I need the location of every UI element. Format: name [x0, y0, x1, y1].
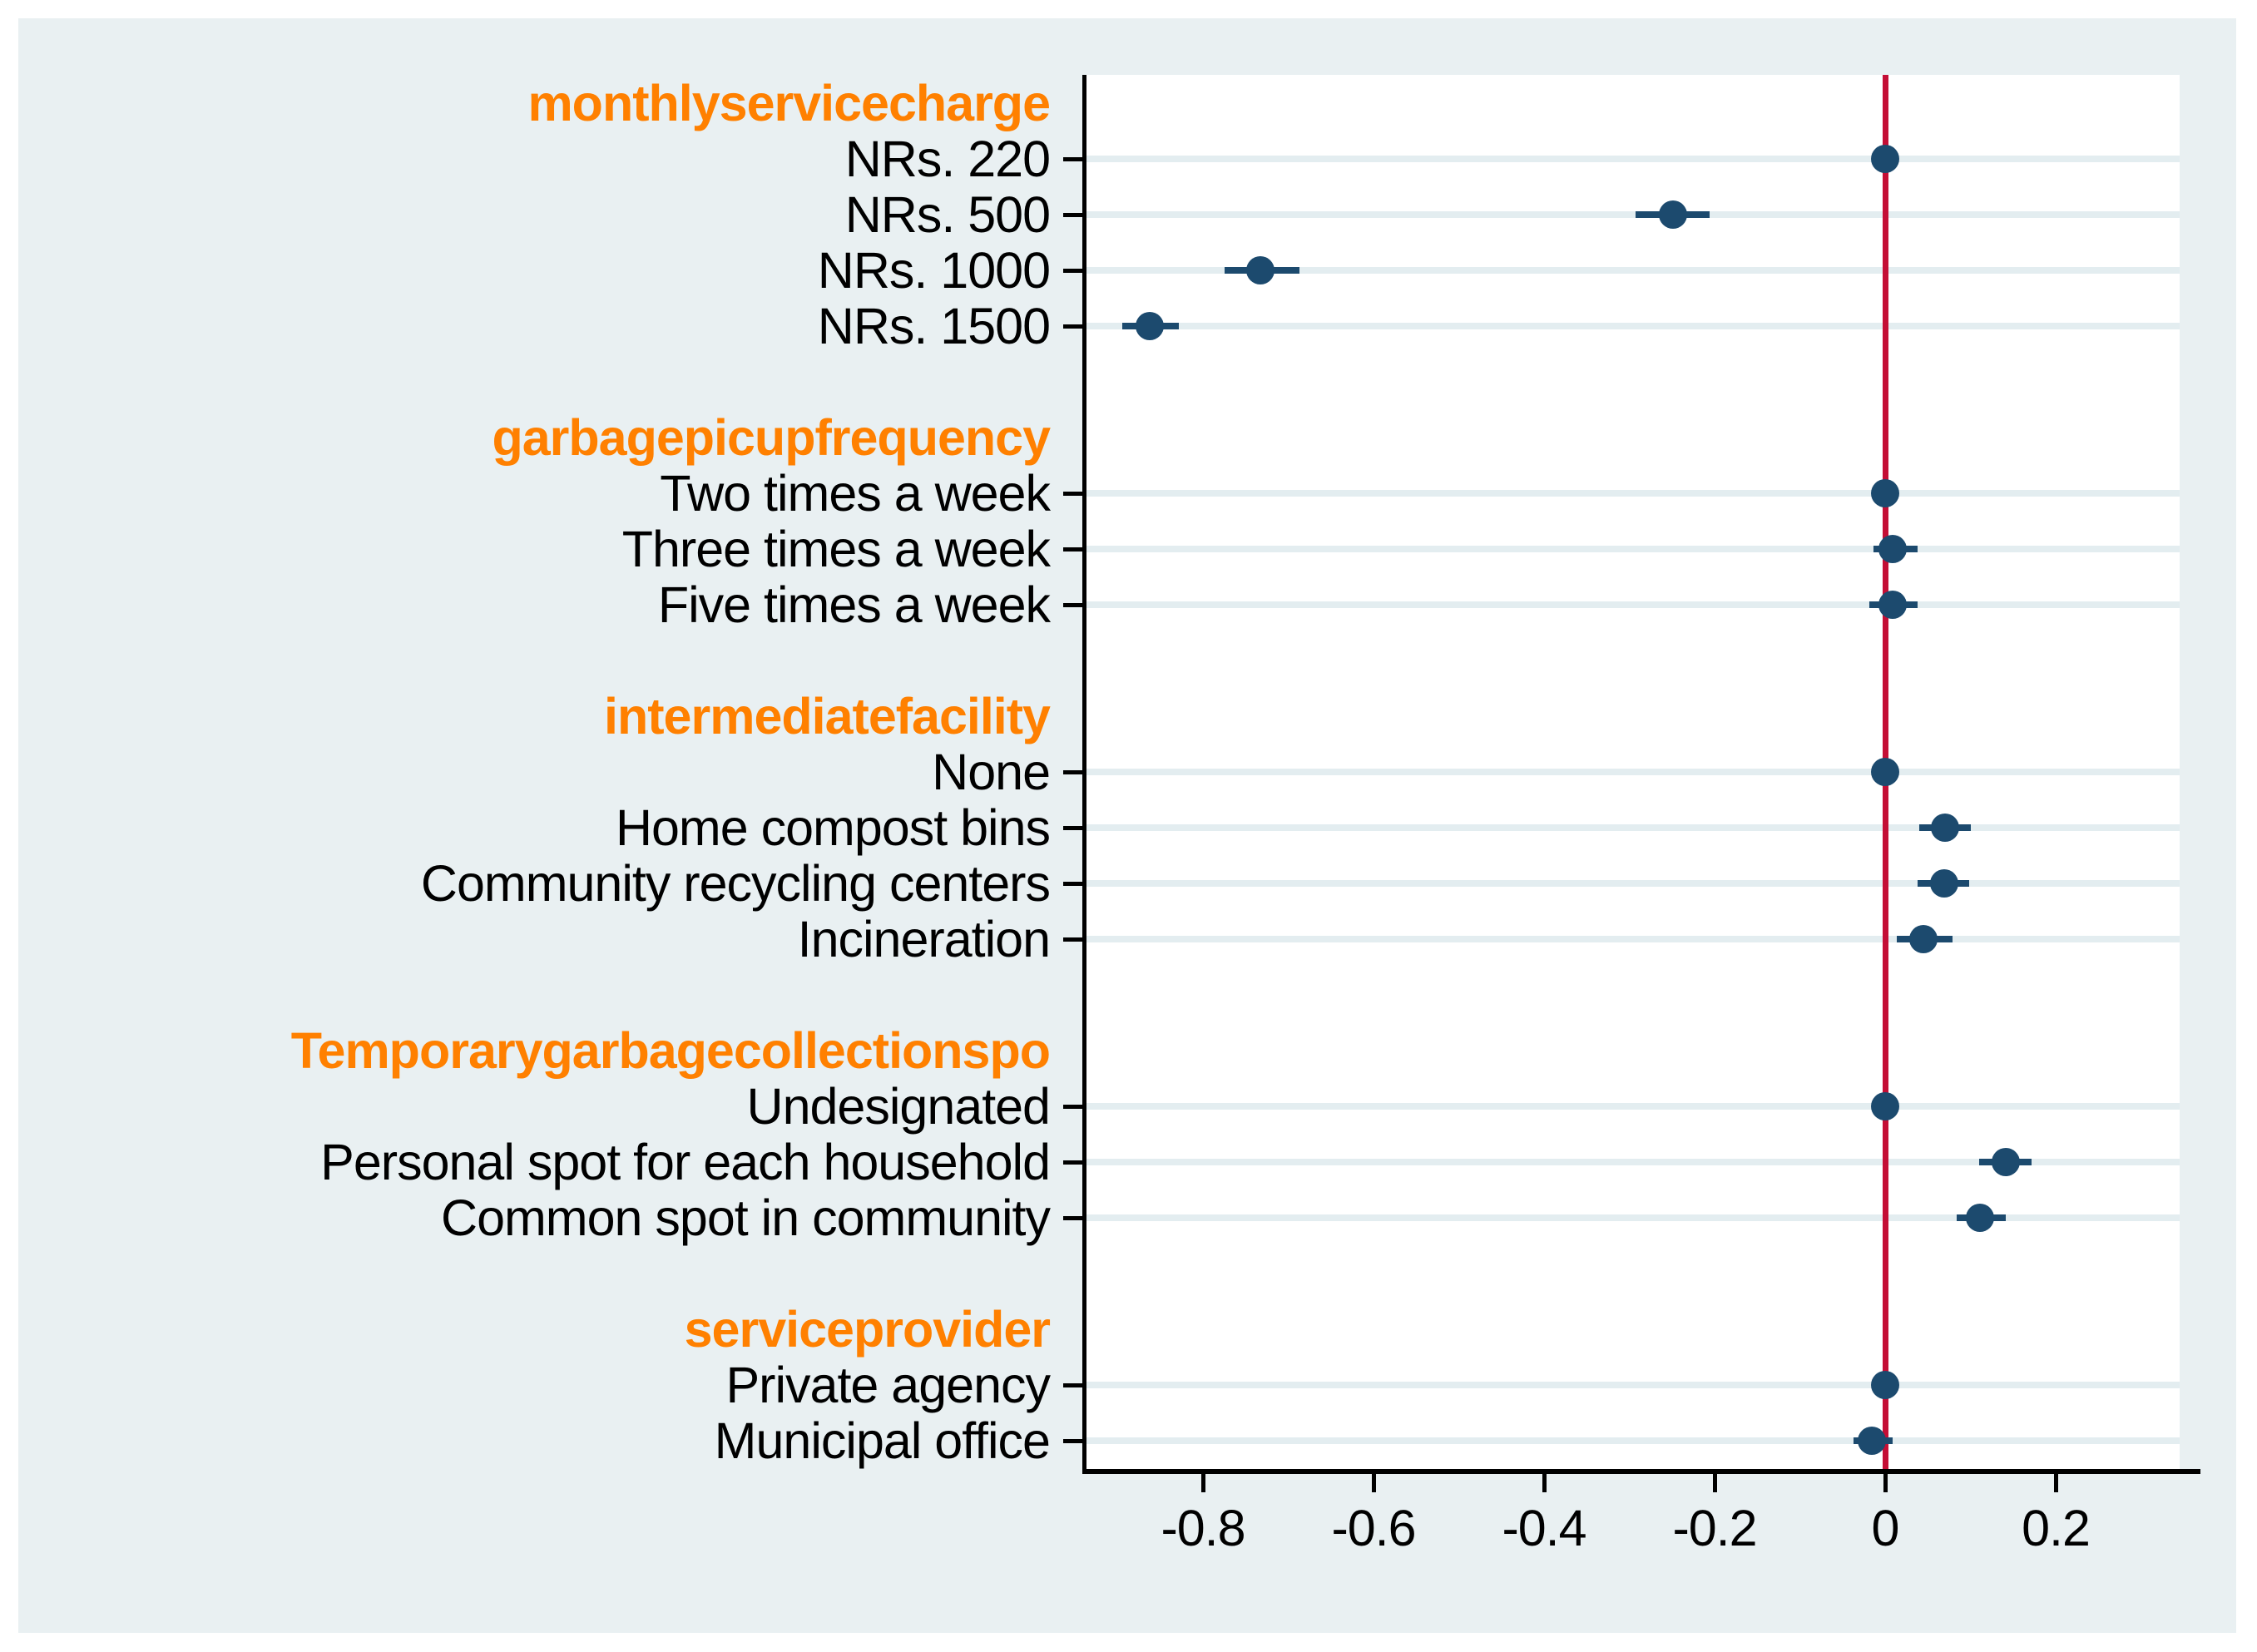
gridline	[1086, 824, 2180, 831]
point-estimate-personal-spot-for-each-household	[1991, 1148, 2020, 1176]
y-label-two-times-a-week: Two times a week	[660, 465, 1051, 522]
y-label-community-recycling-centers: Community recycling centers	[420, 855, 1051, 912]
y-label-five-times-a-week: Five times a week	[657, 576, 1051, 633]
y-label-nrs-500: NRs. 500	[844, 186, 1051, 243]
x-tick-label--0p2: -0.2	[1672, 1500, 1757, 1556]
y-label-common-spot-in-community: Common spot in community	[441, 1190, 1051, 1246]
y-axis-tick	[1063, 937, 1086, 942]
point-estimate-two-times-a-week	[1871, 479, 1899, 507]
gridline	[1086, 1382, 2180, 1388]
gridline	[1086, 601, 2180, 608]
y-label-nrs-1000: NRs. 1000	[817, 242, 1051, 299]
y-label-undesignated: Undesignated	[746, 1078, 1051, 1135]
gridline	[1086, 769, 2180, 775]
x-axis-tick-0	[1883, 1469, 1888, 1492]
point-estimate-private-agency	[1871, 1371, 1899, 1399]
gridline	[1086, 490, 2180, 497]
point-estimate-undesignated	[1871, 1092, 1899, 1120]
y-label-private-agency: Private agency	[725, 1357, 1052, 1413]
y-label-nrs-1500: NRs. 1500	[817, 298, 1051, 354]
y-axis-tick	[1063, 1160, 1086, 1165]
x-tick-label--0p4: -0.4	[1502, 1500, 1586, 1556]
gridline	[1086, 546, 2180, 552]
gridline	[1086, 267, 2180, 274]
y-axis-tick	[1063, 1215, 1086, 1220]
x-tick-label-0p2: 0.2	[2022, 1500, 2091, 1556]
y-axis-tick	[1063, 212, 1086, 217]
y-label-nrs-220: NRs. 220	[844, 131, 1051, 187]
y-label-none: None	[932, 744, 1051, 800]
gridline	[1086, 1103, 2180, 1110]
point-estimate-incineration	[1909, 925, 1938, 953]
x-tick-label-0: 0	[1871, 1500, 1900, 1556]
x-axis-spine	[1082, 1469, 2200, 1474]
x-axis-tick--0p4	[1542, 1469, 1547, 1492]
gridline	[1086, 156, 2180, 162]
y-axis-tick	[1063, 1104, 1086, 1109]
point-estimate-municipal-office	[1857, 1427, 1886, 1455]
x-tick-label--0p6: -0.6	[1331, 1500, 1416, 1556]
plot-area	[1086, 75, 2180, 1469]
x-axis-tick--0p8	[1200, 1469, 1205, 1492]
point-estimate-none	[1871, 758, 1899, 786]
y-label-home-compost-bins: Home compost bins	[615, 799, 1051, 856]
y-label-municipal-office: Municipal office	[714, 1412, 1051, 1469]
point-estimate-nrs-1000	[1245, 256, 1275, 284]
y-axis-spine	[1082, 75, 1086, 1474]
y-axis-tick	[1063, 1382, 1086, 1387]
group-header-intermediatefacility: intermediatefacility	[604, 688, 1051, 744]
group-header-temporarygarbagecollectionspo: Temporarygarbagecollectionspo	[290, 1022, 1051, 1079]
y-label-three-times-a-week: Three times a week	[621, 521, 1051, 577]
y-axis-tick	[1063, 1438, 1086, 1443]
y-axis-tick	[1063, 881, 1086, 886]
y-axis-tick	[1063, 491, 1086, 496]
group-header-monthlyservicecharge: monthlyservicecharge	[527, 75, 1051, 131]
y-label-incineration: Incineration	[797, 911, 1051, 967]
y-axis-tick	[1063, 825, 1086, 830]
gridline	[1086, 1159, 2180, 1165]
point-estimate-home-compost-bins	[1930, 814, 1959, 842]
y-axis-tick	[1063, 156, 1086, 161]
point-estimate-five-times-a-week	[1878, 591, 1908, 619]
y-label-personal-spot-for-each-household: Personal spot for each household	[320, 1134, 1051, 1190]
x-axis-tick-0p2	[2053, 1469, 2058, 1492]
point-estimate-three-times-a-week	[1878, 535, 1908, 563]
gridline	[1086, 1437, 2180, 1444]
y-axis-tick	[1063, 602, 1086, 607]
point-estimate-nrs-500	[1658, 200, 1687, 229]
y-axis-tick	[1063, 268, 1086, 273]
gridline	[1086, 211, 2180, 218]
group-header-garbagepicupfrequency: garbagepicupfrequency	[492, 409, 1052, 466]
point-estimate-nrs-220	[1871, 145, 1899, 173]
y-axis-tick	[1063, 324, 1086, 329]
gridline	[1086, 936, 2180, 942]
point-estimate-common-spot-in-community	[1965, 1204, 1994, 1232]
gridline	[1086, 880, 2180, 887]
group-header-serviceprovider: serviceprovider	[684, 1301, 1051, 1358]
gridline	[1086, 1214, 2180, 1221]
x-axis-tick--0p6	[1371, 1469, 1376, 1492]
gridline	[1086, 323, 2180, 329]
y-axis-tick	[1063, 547, 1086, 551]
y-axis-tick	[1063, 769, 1086, 774]
x-tick-label--0p8: -0.8	[1161, 1500, 1245, 1556]
coefficient-plot-figure: monthlyservicecharge NRs. 220 NRs. 500 NRs.…	[18, 18, 2236, 1633]
x-axis-tick--0p2	[1712, 1469, 1717, 1492]
point-estimate-nrs-1500	[1136, 312, 1165, 340]
point-estimate-community-recycling-centers	[1929, 869, 1958, 898]
